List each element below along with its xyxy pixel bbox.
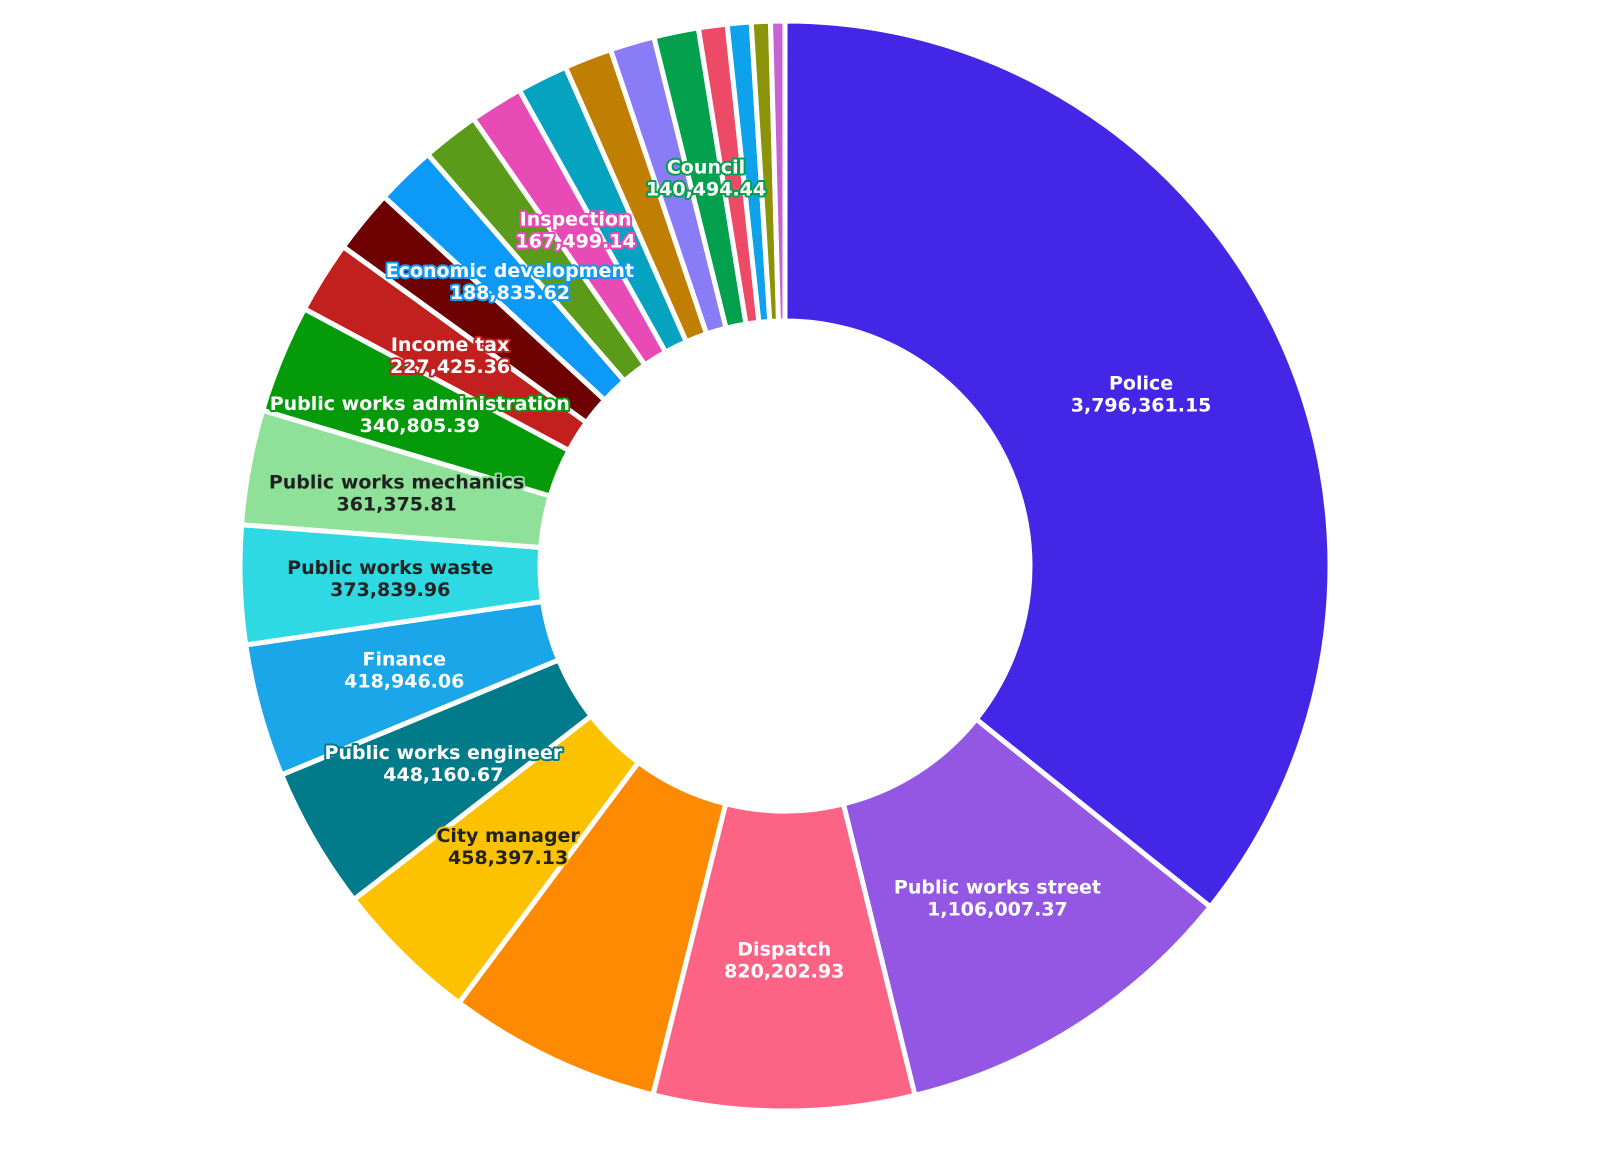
slice-value: 188,835.62 [450,282,570,304]
slice-label: Council [667,156,745,178]
slice-label: Public works engineer [325,742,563,764]
slice-label: Economic development [386,260,634,282]
slice-value: 448,160.67 [383,764,503,786]
donut-slice [782,18,1333,910]
slice-value: 340,805.39 [360,415,480,437]
slice-value: 418,946.06 [344,671,464,693]
slice-value: 167,499.14 [516,231,636,253]
slice-label: Police [1109,373,1173,395]
slice-label: Public works administration [270,393,570,415]
donut-slice [840,716,1213,1098]
slice-value: 227,425.36 [390,356,510,378]
slice-label: Income tax [391,334,509,356]
slice-label: City manager [436,825,580,847]
slice-value: 3,796,361.15 [1071,395,1212,417]
slice-value: 1,106,007.37 [927,898,1068,920]
slice-label: Inspection [520,209,632,231]
slice-value: 361,375.81 [336,494,456,516]
slice-value: 458,397.13 [448,847,568,869]
slice-value: 820,202.93 [724,960,844,982]
slice-label: Public works waste [287,557,493,579]
slice-value: 373,839.96 [330,579,450,601]
slice-label: Public works mechanics [269,472,524,494]
slice-value: 140,494.44 [646,178,766,200]
donut-slice [767,18,788,324]
slice-label: Public works street [894,876,1101,898]
slice-label: Dispatch [737,938,831,960]
slice-label: Finance [362,649,446,671]
